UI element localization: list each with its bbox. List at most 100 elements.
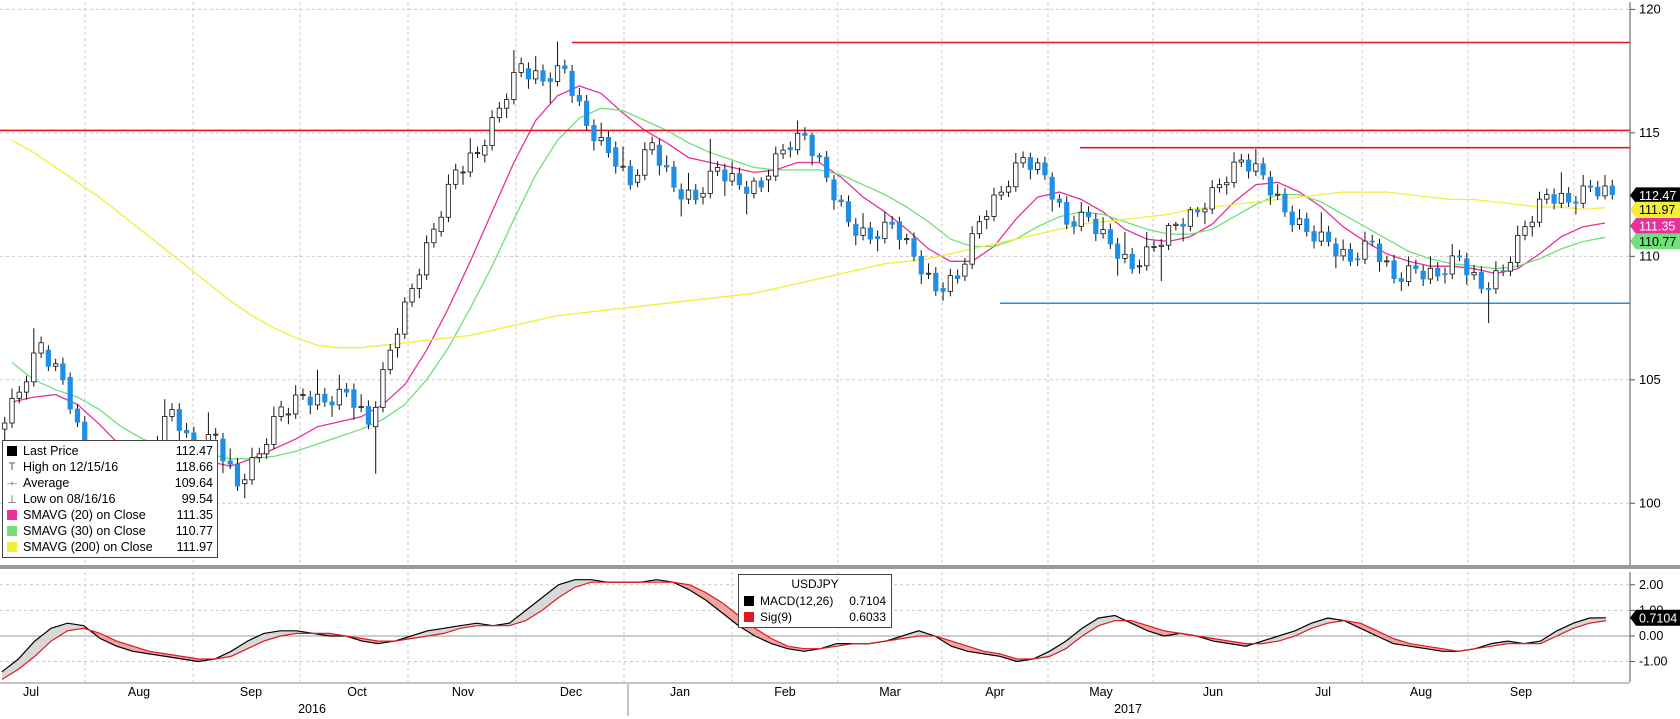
candle-up [1020,157,1026,164]
macd-histogram-fill [1147,625,1165,636]
month-label: Jun [1203,685,1223,699]
candle-down [1129,253,1135,270]
candle-up [416,274,422,289]
candle-up [293,394,299,415]
candle-up [1296,218,1303,226]
year-label: 2017 [1114,702,1142,716]
candle-down [744,186,750,194]
candle-up [482,145,488,156]
candle-up [518,63,524,73]
candle-down [758,180,764,188]
candle-up [533,70,539,80]
candle-up [1384,260,1390,263]
macd-histogram-fill [149,651,166,657]
candle-up [1035,162,1041,170]
candle-up [1013,162,1019,188]
candle-up [300,394,306,397]
candle-down [1049,176,1055,200]
candle-up [1318,231,1324,242]
moving-average-line [11,107,1606,460]
macd-histogram-fill [280,630,297,636]
moving-average-line [11,139,1606,349]
macd-histogram-fill [263,630,281,642]
candle-up [729,173,735,182]
legend-value: 0.6033 [849,610,886,624]
candle-up [1216,184,1223,189]
candle-down [1369,240,1375,243]
high-marker-icon: T [8,461,16,473]
candle-down [591,125,597,142]
candle-down [1064,202,1070,225]
macd-tick-label: 2.00 [1639,578,1663,592]
price-legend: Last Price 112.47 T High on 12/15/16 118… [2,440,218,558]
candle-up [511,71,517,100]
candle-down [613,147,619,167]
candle-down [1420,270,1426,280]
candle-down [1573,201,1579,204]
candle-down [344,388,350,393]
candle-down [896,221,903,240]
last-value-text: 111.35 [1639,220,1675,234]
candle-down [1609,185,1615,196]
candle-down [562,65,568,70]
legend-swatch-smavg-20 [7,510,17,520]
legend-value: 99.54 [181,492,213,506]
candle-up [1202,208,1208,213]
candle-down [736,173,742,186]
candle-down [1071,221,1077,227]
candle-up [278,406,284,417]
candle-down [722,169,728,182]
candle-down [838,199,844,203]
legend-value: 109.64 [174,476,213,490]
legend-label: MACD(12,26) [760,594,834,608]
candle-down [1042,162,1048,176]
macd-lines [1,579,1607,680]
candle-up [1536,198,1543,223]
candle-up [685,189,692,200]
candle-down [1245,159,1252,172]
month-label: Jul [1315,685,1331,699]
last-value-text: 112.47 [1639,189,1676,203]
candle-up [1522,226,1528,236]
candle-up [402,301,408,335]
macd-histogram-fill [1164,630,1181,636]
candle-down [809,134,815,156]
macd-histogram-fill [1082,618,1099,636]
candle-down [569,70,575,96]
legend-swatch-last-price [7,446,17,456]
month-label: Sep [240,685,262,699]
candle-up [794,132,801,151]
candle-down [1355,258,1361,261]
candle-up [1507,262,1514,272]
candle-down [1500,270,1506,273]
candle-up [1122,253,1128,259]
candle-up [213,433,219,436]
candle-up [460,171,466,174]
candle-up [1362,240,1368,260]
legend-label: SMAVG (200) on Close [23,540,153,554]
candle-down [60,363,66,381]
candle-down [525,68,532,80]
macd-histogram-fill [427,628,444,636]
candle-down [933,272,939,292]
legend-label: Last Price [23,444,79,458]
candle-up [467,152,473,173]
candle-down [1456,255,1463,258]
candle-up [904,238,910,241]
candle-down [351,389,357,408]
macd-histogram-fill [1065,628,1083,649]
macd-histogram-fill [722,602,739,626]
candle-down [1333,243,1339,257]
candle-down [671,166,677,188]
candle-down [547,78,553,82]
candle-down [329,401,335,406]
price-tick-label: 115 [1639,125,1660,140]
candle-up [431,228,437,244]
candle-up [714,167,721,172]
candle-down [1093,218,1099,235]
moving-averages [11,85,1606,467]
candle-up [38,342,44,354]
candle-up [1493,270,1499,290]
macd-histogram-fill [182,656,199,662]
